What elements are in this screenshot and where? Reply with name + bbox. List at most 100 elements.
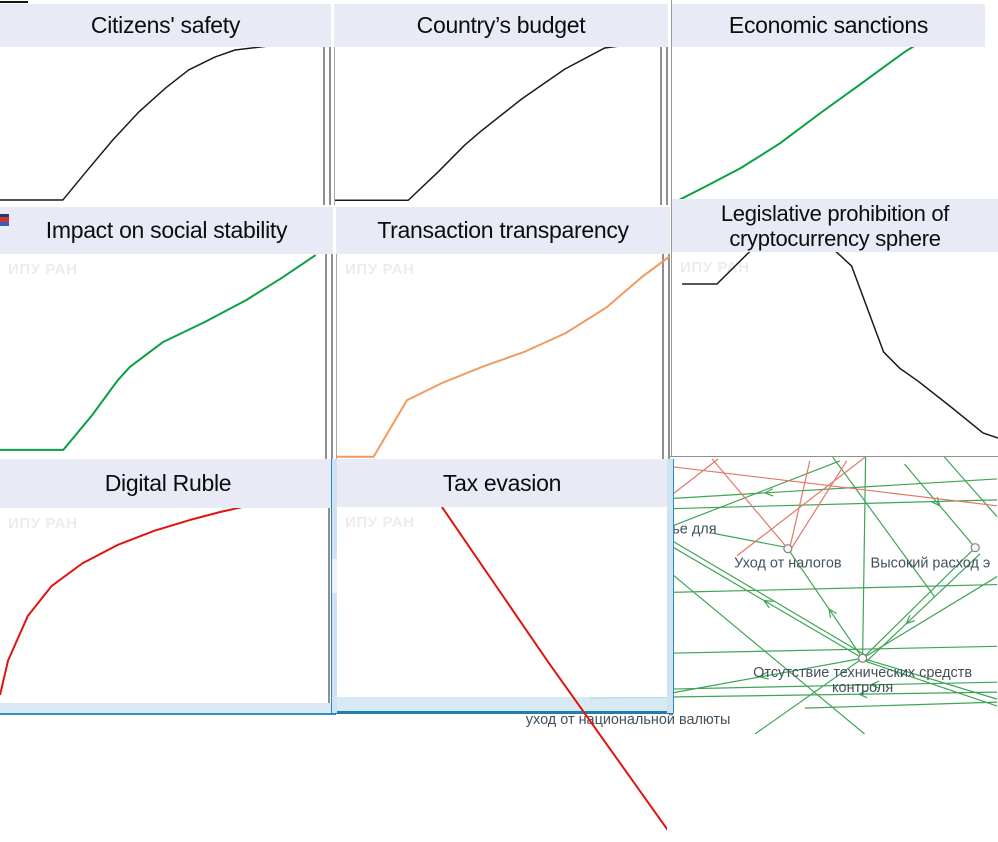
window-country-budget: Country’s budget — [334, 0, 668, 205]
window-title: Economic sanctions — [728, 12, 929, 38]
arrowhead-icon — [906, 620, 915, 625]
network-edge — [664, 458, 719, 501]
network-edge — [943, 457, 998, 518]
window-title: Country’s budget — [416, 12, 586, 38]
chart-plot[interactable]: ИПУ РАН — [0, 254, 333, 462]
window-economic-sanctions: Economic sanctions — [671, 0, 985, 205]
chart-plot[interactable]: ИПУ РАН — [0, 508, 336, 703]
window-title-bar[interactable]: Citizens' safety — [0, 4, 331, 47]
window-bottom-border — [337, 697, 667, 713]
chart-plot[interactable] — [672, 47, 985, 205]
chart-line — [335, 47, 668, 200]
network-edge — [787, 548, 864, 659]
chart-plot[interactable]: ИПУ РАН — [336, 254, 670, 462]
vertical-scrollbar[interactable] — [325, 254, 333, 462]
chart-plot[interactable] — [334, 47, 668, 205]
arrowhead-icon — [759, 671, 768, 678]
window-title-bar[interactable]: Impact on social stability — [0, 207, 333, 254]
scrollbar-thumb[interactable] — [332, 559, 337, 593]
vertical-scrollbar[interactable] — [660, 47, 668, 205]
network-edge — [711, 458, 789, 550]
network-edge — [903, 463, 976, 549]
chart-curve-impact-social-stability — [0, 254, 333, 462]
chart-plot[interactable]: ИПУ РАН — [337, 507, 667, 697]
vertical-scrollbar[interactable] — [662, 254, 670, 462]
arrowhead-icon — [828, 608, 837, 615]
chart-line — [0, 255, 316, 450]
network-node[interactable] — [858, 653, 868, 663]
watermark: ИПУ РАН — [345, 514, 415, 531]
window-title-bar[interactable]: Country’s budget — [334, 4, 668, 47]
network-node-label: ье для — [672, 522, 716, 538]
network-edge — [665, 460, 840, 530]
network-edge — [862, 576, 998, 659]
window-title: Digital Ruble — [104, 470, 232, 496]
arrowhead-icon — [828, 608, 832, 618]
network-edge — [804, 701, 998, 709]
window-title: Legislative prohibition of cryptocurrenc… — [720, 200, 950, 251]
arrowhead-icon — [763, 600, 770, 609]
chart-curve-digital-ruble — [0, 508, 336, 703]
network-edge — [665, 542, 863, 659]
network-edge — [710, 532, 788, 549]
window-title-bar[interactable]: Legislative prohibition of cryptocurrenc… — [672, 199, 998, 252]
network-edge — [665, 657, 863, 695]
chart-line — [337, 256, 670, 457]
window-citizens-safety: Citizens' safety — [0, 0, 331, 205]
window-tax-evasion: Tax evasion ИПУ РАН — [332, 459, 673, 713]
network-edge — [736, 457, 867, 557]
window-title-bar[interactable]: Digital Ruble — [0, 459, 336, 508]
network-edge — [665, 645, 998, 654]
app-canvas: { "watermark_text": "ИПУ РАН", "colors":… — [0, 0, 998, 734]
network-edge — [865, 660, 998, 707]
network-edge — [665, 583, 998, 594]
chart-curve-economic-sanctions — [672, 47, 985, 205]
network-edge — [664, 568, 865, 734]
network-node-label: уход от национальной валюты — [526, 712, 731, 728]
network-edge — [665, 499, 998, 510]
chart-line — [677, 47, 914, 201]
arrowhead-icon — [764, 492, 774, 497]
watermark: ИПУ РАН — [8, 515, 78, 532]
network-edge — [665, 478, 998, 500]
chart-line — [0, 47, 331, 200]
window-title-bar[interactable]: Tax evasion — [337, 459, 667, 507]
chart-plot[interactable] — [0, 47, 331, 205]
window-title-bar[interactable]: Economic sanctions — [672, 4, 985, 47]
network-edge — [665, 536, 866, 656]
network-edge — [862, 657, 998, 700]
network-edge — [862, 547, 976, 659]
vertical-scrollbar[interactable] — [323, 47, 331, 205]
arrowhead-icon — [858, 693, 868, 699]
chart-curve-legislative-prohibition — [672, 252, 998, 456]
window-title-bar[interactable]: Transaction transparency — [336, 207, 670, 254]
arrowhead-icon — [870, 684, 880, 689]
window-transaction-transparency: Transaction transparency ИПУ РАН — [336, 207, 670, 462]
window-title: Impact on social stability — [45, 217, 288, 243]
window-legislative-prohibition: Legislative prohibition of cryptocurrenc… — [671, 199, 998, 456]
network-edge — [789, 460, 811, 548]
arrowhead-icon — [870, 680, 880, 686]
network-edge — [665, 465, 998, 507]
chart-curve-country-budget — [335, 47, 668, 205]
window-digital-ruble: Digital Ruble ИПУ РАН — [0, 459, 336, 715]
chart-plot[interactable]: ИПУ РАН — [672, 252, 998, 456]
window-title: Tax evasion — [442, 469, 562, 496]
network-edge — [754, 657, 863, 734]
chart-line — [0, 508, 247, 695]
network-node[interactable] — [783, 544, 793, 554]
network-edge — [866, 553, 981, 662]
network-node[interactable] — [970, 543, 980, 553]
arrowhead-icon — [905, 615, 911, 624]
arrowhead-icon — [763, 599, 773, 603]
arrowhead-icon — [764, 488, 774, 494]
window-bottom-border — [0, 703, 336, 715]
network-node-label: Высокий расход э — [871, 556, 991, 572]
arrowhead-icon — [931, 501, 941, 507]
window-title: Transaction transparency — [377, 217, 629, 243]
chart-curve-transaction-transparency — [337, 254, 670, 462]
watermark: ИПУ РАН — [680, 259, 750, 276]
window-icon — [0, 214, 9, 229]
network-node-label: Уход от налогов — [734, 556, 842, 572]
network-edge — [791, 460, 848, 548]
